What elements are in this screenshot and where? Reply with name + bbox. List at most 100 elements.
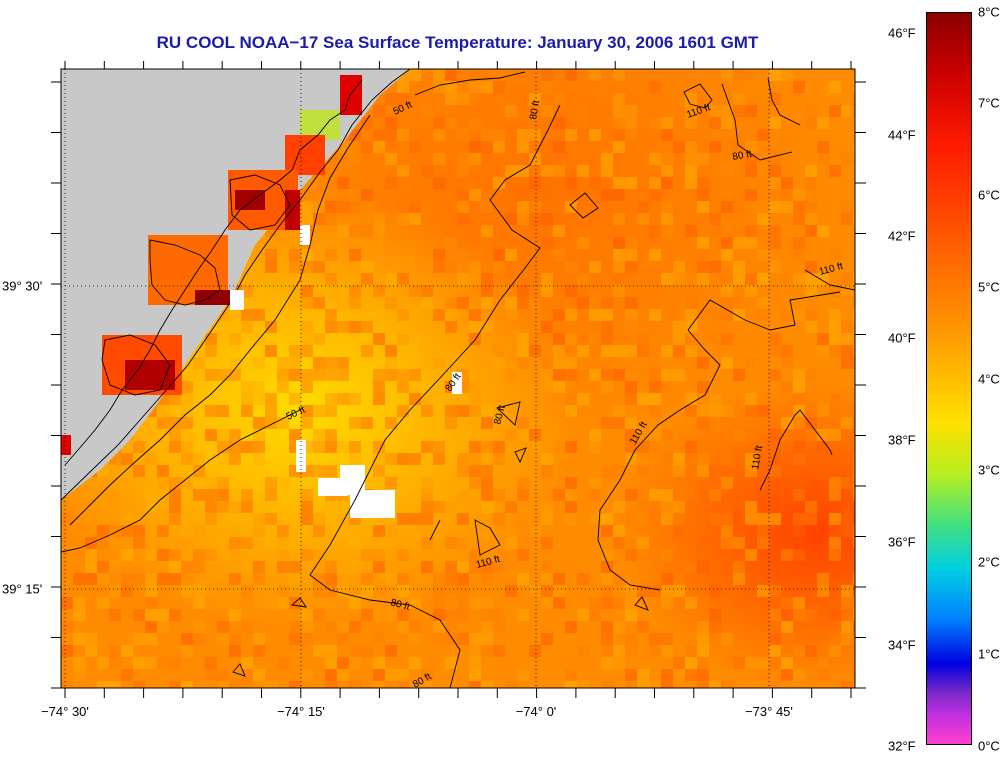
sst-pixel xyxy=(757,165,769,177)
sst-pixel xyxy=(433,309,445,321)
sst-pixel xyxy=(565,633,577,645)
sst-pixel xyxy=(313,261,325,273)
sst-pixel xyxy=(625,321,637,333)
sst-pixel xyxy=(853,669,855,681)
sst-pixel xyxy=(589,297,601,309)
sst-pixel xyxy=(229,633,241,645)
sst-pixel xyxy=(457,129,469,141)
sst-pixel xyxy=(505,585,517,597)
sst-pixel xyxy=(697,237,709,249)
sst-pixel xyxy=(361,345,373,357)
sst-pixel xyxy=(265,681,277,688)
sst-pixel xyxy=(409,69,421,81)
sst-pixel xyxy=(613,261,625,273)
sst-pixel xyxy=(697,261,709,273)
sst-pixel xyxy=(277,597,289,609)
sst-pixel xyxy=(553,597,565,609)
sst-pixel xyxy=(229,453,241,465)
sst-pixel xyxy=(601,69,613,81)
sst-pixel xyxy=(853,237,855,249)
sst-pixel xyxy=(469,261,481,273)
sst-pixel xyxy=(529,201,541,213)
sst-pixel xyxy=(133,573,145,585)
sst-pixel xyxy=(853,597,855,609)
sst-pixel xyxy=(829,525,841,537)
sst-pixel xyxy=(517,213,529,225)
sst-pixel xyxy=(217,633,229,645)
sst-pixel xyxy=(661,201,673,213)
sst-pixel xyxy=(469,549,481,561)
sst-pixel xyxy=(769,237,781,249)
sst-pixel xyxy=(337,669,349,681)
sst-pixel xyxy=(241,393,253,405)
sst-pixel xyxy=(133,681,145,688)
sst-pixel xyxy=(601,513,613,525)
sst-pixel xyxy=(325,657,337,669)
sst-pixel xyxy=(577,225,589,237)
sst-pixel xyxy=(517,297,529,309)
sst-pixel xyxy=(145,597,157,609)
sst-pixel xyxy=(457,237,469,249)
sst-pixel xyxy=(373,129,385,141)
sst-pixel xyxy=(577,117,589,129)
sst-pixel xyxy=(445,417,457,429)
sst-pixel xyxy=(397,573,409,585)
sst-pixel xyxy=(397,645,409,657)
sst-pixel xyxy=(613,129,625,141)
sst-pixel xyxy=(781,357,793,369)
sst-pixel xyxy=(793,645,805,657)
sst-pixel xyxy=(781,345,793,357)
sst-pixel xyxy=(565,69,577,81)
sst-pixel xyxy=(445,93,457,105)
sst-pixel xyxy=(229,573,241,585)
sst-pixel xyxy=(733,429,745,441)
sst-pixel xyxy=(553,381,565,393)
graticule xyxy=(61,69,855,688)
sst-pixel xyxy=(373,105,385,117)
sst-pixel xyxy=(709,585,721,597)
sst-pixel xyxy=(253,645,265,657)
sst-pixel xyxy=(577,297,589,309)
sst-pixel xyxy=(637,681,649,688)
sst-pixel xyxy=(385,153,397,165)
sst-pixel xyxy=(289,537,301,549)
sst-pixel xyxy=(661,177,673,189)
sst-pixel xyxy=(157,621,169,633)
sst-pixel xyxy=(625,93,637,105)
sst-pixel xyxy=(553,333,565,345)
sst-pixel xyxy=(793,213,805,225)
sst-pixel xyxy=(397,669,409,681)
sst-pixel xyxy=(157,681,169,688)
sst-pixel xyxy=(805,237,817,249)
sst-pixel xyxy=(541,573,553,585)
sst-pixel xyxy=(469,645,481,657)
sst-pixel xyxy=(121,645,133,657)
sst-pixel xyxy=(277,657,289,669)
sst-pixel xyxy=(325,201,337,213)
sst-pixel xyxy=(661,225,673,237)
sst-pixel xyxy=(265,633,277,645)
sst-pixel xyxy=(541,681,553,688)
sst-pixel xyxy=(673,321,685,333)
sst-pixel xyxy=(409,129,421,141)
sst-pixel xyxy=(469,273,481,285)
sst-pixel xyxy=(697,201,709,213)
sst-pixel xyxy=(97,561,109,573)
sst-pixel xyxy=(601,105,613,117)
sst-pixel xyxy=(229,429,241,441)
sst-pixel xyxy=(133,465,145,477)
sst-pixel xyxy=(529,165,541,177)
sst-pixel xyxy=(637,513,649,525)
sst-pixel xyxy=(313,573,325,585)
sst-pixel xyxy=(493,249,505,261)
sst-pixel xyxy=(601,153,613,165)
sst-pixel xyxy=(301,489,313,501)
sst-pixel xyxy=(313,441,325,453)
sst-pixel xyxy=(505,105,517,117)
sst-pixel xyxy=(253,633,265,645)
sst-pixel xyxy=(637,393,649,405)
sst-pixel xyxy=(613,105,625,117)
sst-pixel xyxy=(241,537,253,549)
sst-pixel xyxy=(169,573,181,585)
sst-pixel xyxy=(517,129,529,141)
